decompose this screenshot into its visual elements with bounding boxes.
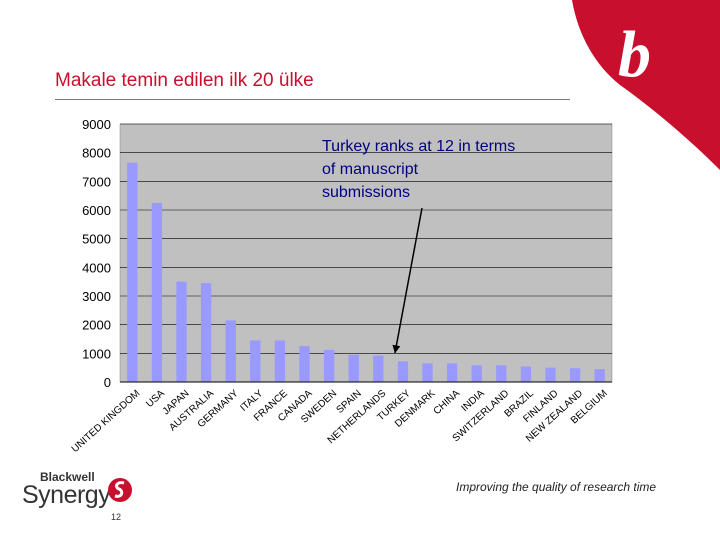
- brand-small-text: Blackwell: [40, 470, 95, 484]
- annotation-text: submissions: [322, 184, 410, 201]
- synergy-swirl-icon: [108, 478, 132, 502]
- y-tick-label: 3000: [82, 289, 111, 304]
- annotation-text: of manuscript: [322, 161, 419, 178]
- bar-netherlands: [373, 355, 384, 382]
- y-tick-label: 1000: [82, 346, 111, 361]
- page-number: 12: [111, 512, 122, 522]
- bar-spain: [348, 354, 359, 382]
- bar-brazil: [520, 366, 532, 382]
- bar-usa: [151, 202, 163, 382]
- bar-sweden: [323, 349, 335, 382]
- bars: [127, 162, 605, 382]
- annotation-text: Turkey ranks at 12 in terms: [322, 138, 515, 155]
- svg-text:b: b: [618, 18, 651, 91]
- x-axis-labels: UNITED KINGDOM USAJAPANAUSTRALIAGERMANYIT…: [70, 388, 610, 455]
- bar-switzerland: [496, 365, 507, 382]
- y-tick-label: 4000: [82, 260, 111, 275]
- title-divider: [55, 99, 570, 100]
- y-axis-ticks: 0 1000 2000 3000 4000 5000 6000 7000 8000 9000: [82, 117, 111, 390]
- footer-tagline: Improving the quality of research time: [456, 480, 657, 494]
- y-tick-label: 2000: [82, 318, 111, 333]
- brand-big-text: Synergy: [22, 481, 111, 509]
- annotation-arrow-line: [394, 207, 423, 354]
- bar-united-kingdom: [127, 162, 138, 382]
- bar-australia: [200, 283, 212, 382]
- y-tick-label: 8000: [82, 146, 111, 161]
- bar-japan: [176, 281, 187, 382]
- y-tick-label: 7000: [82, 174, 111, 189]
- annotation: Turkey ranks at 12 in terms of manuscript…: [322, 138, 515, 354]
- bar-italy: [250, 340, 261, 382]
- bar-turkey: [397, 361, 409, 382]
- slide-title: Makale temin edilen ilk 20 ülke: [55, 70, 314, 91]
- bar-belgium: [594, 369, 605, 382]
- y-tick-label: 9000: [82, 117, 111, 132]
- bar-germany: [225, 320, 236, 382]
- y-tick-label: 0: [104, 375, 111, 390]
- bar-denmark: [422, 363, 433, 382]
- x-tick-label: UNITED KINGDOM: [70, 388, 143, 455]
- x-tick-label: CHINA: [432, 388, 463, 417]
- bar-france: [274, 340, 286, 382]
- bar-new-zealand: [569, 368, 581, 382]
- bar-finland: [545, 367, 556, 382]
- y-tick-label: 6000: [82, 203, 111, 218]
- brand-b-logo-icon: b: [572, 0, 720, 170]
- bar-china: [446, 363, 458, 382]
- annotation-arrow-head-icon: [392, 344, 401, 354]
- bar-canada: [299, 346, 310, 382]
- bar-india: [471, 365, 482, 382]
- y-tick-label: 5000: [82, 232, 111, 247]
